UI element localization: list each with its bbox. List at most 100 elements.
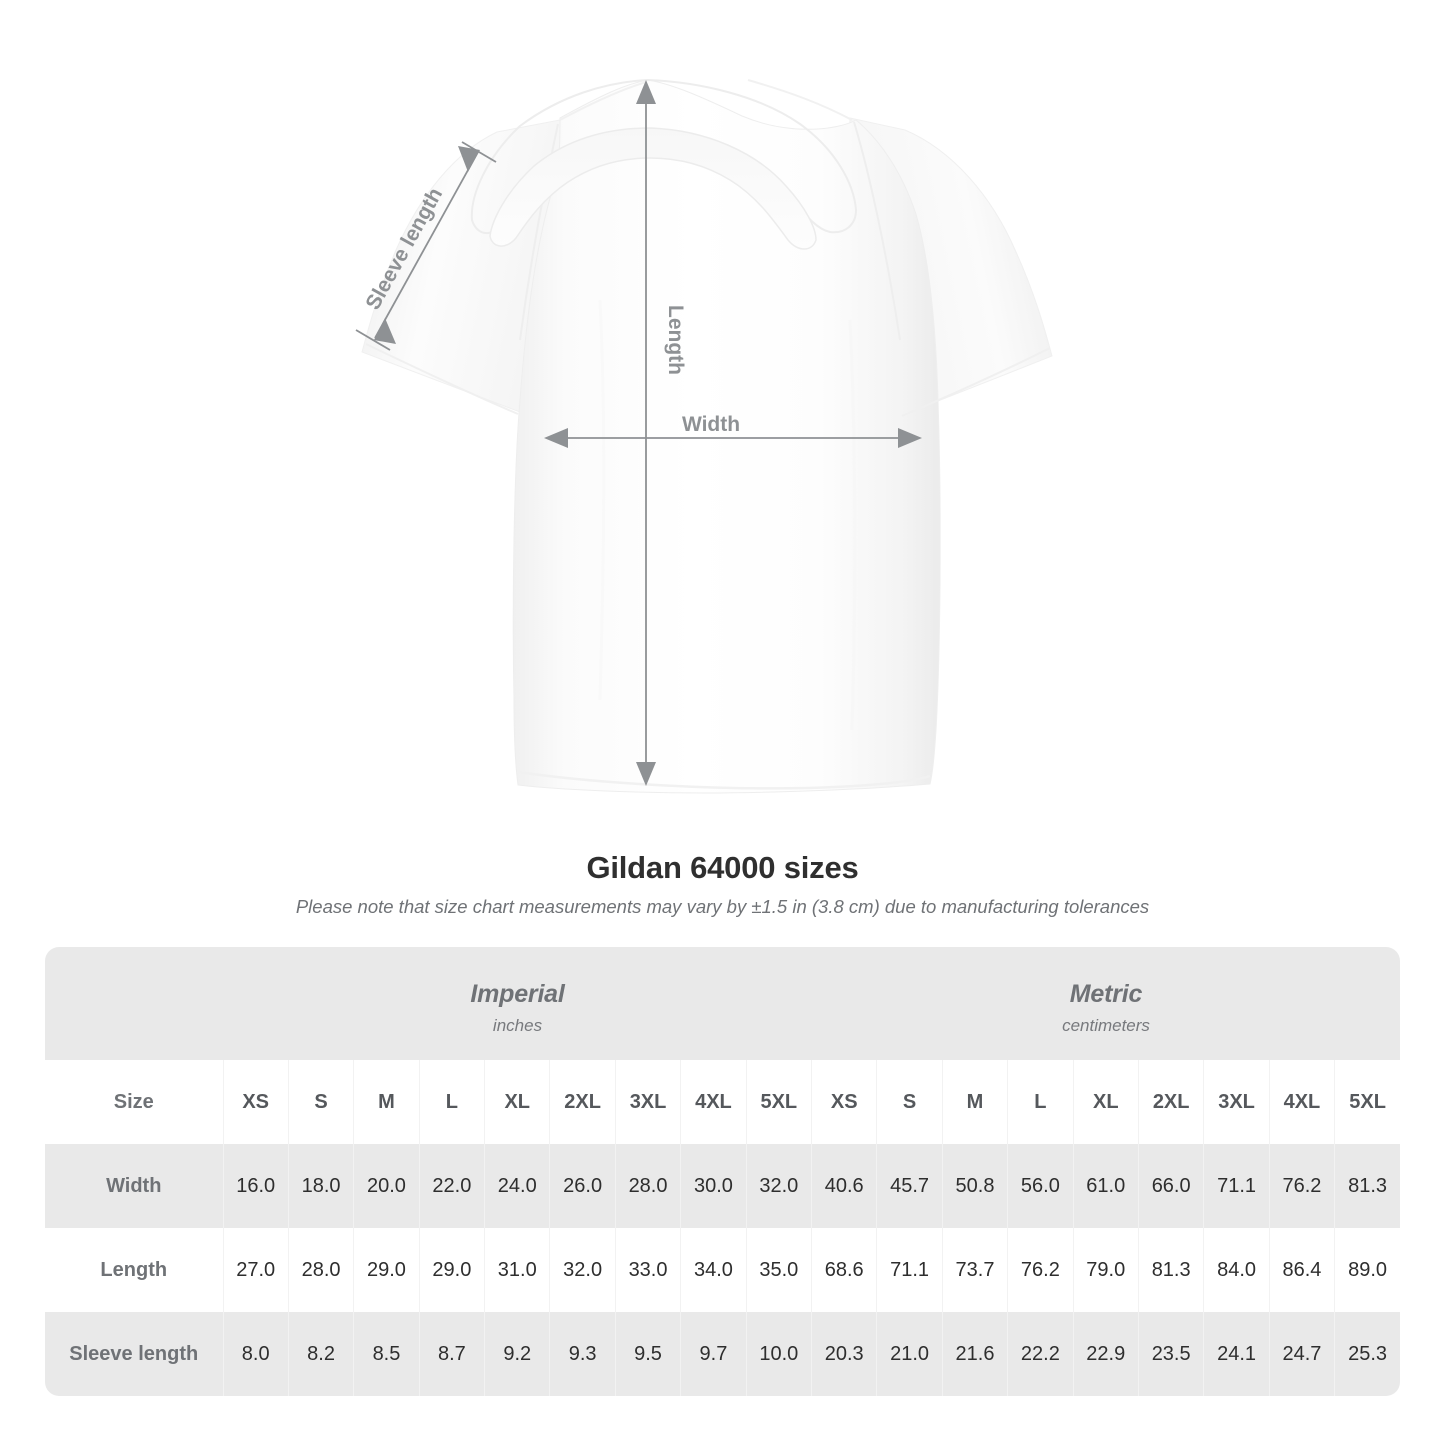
size-header-metric-2xl: 2XL: [1138, 1060, 1205, 1144]
imperial-label: Imperial: [470, 979, 565, 1008]
measurement-cell: 81.3: [1138, 1228, 1205, 1312]
shirt-body: [512, 79, 941, 794]
measurement-value: 22.2: [1020, 1342, 1060, 1365]
measurement-value: 23.5: [1151, 1342, 1191, 1365]
size-header-label: Size: [113, 1090, 154, 1113]
size-name: XL: [504, 1090, 531, 1113]
measurement-cell: 20.3: [811, 1312, 878, 1396]
unit-banner-spacer: [45, 947, 223, 1060]
measurement-cell: 40.6: [811, 1144, 878, 1228]
measurement-value: 84.0: [1217, 1258, 1257, 1281]
measurement-cell: 28.0: [615, 1144, 682, 1228]
measurement-value: 26.0: [563, 1174, 603, 1197]
measurement-value: 68.6: [824, 1258, 864, 1281]
measurement-cell: 27.0: [223, 1228, 289, 1312]
measurement-cell: 21.0: [876, 1312, 943, 1396]
size-header-imperial-m: M: [353, 1060, 420, 1144]
table-row: Length 27.0 28.0 29.0 29.0 31.0 32.0 33.0 34.0 35…: [45, 1228, 1401, 1312]
measurement-value: 22.0: [432, 1174, 472, 1197]
size-header-metric-xl: XL: [1073, 1060, 1139, 1144]
sleeve-arrowhead-bottom: [374, 318, 396, 344]
size-name: XL: [1092, 1090, 1119, 1113]
measurement-cell: 29.0: [353, 1228, 420, 1312]
measurement-value: 79.0: [1086, 1258, 1126, 1281]
length-arrowhead-top: [636, 80, 656, 104]
measurement-cell: 71.1: [876, 1228, 943, 1312]
measurement-value: 16.0: [236, 1174, 276, 1197]
measurement-value: 35.0: [759, 1258, 799, 1281]
size-header-metric-m: M: [942, 1060, 1009, 1144]
length-label: Length: [664, 305, 687, 375]
measurement-cell: 21.6: [942, 1312, 1009, 1396]
size-header-metric-l: L: [1007, 1060, 1074, 1144]
size-name: S: [314, 1090, 328, 1113]
measurement-value: 8.0: [241, 1342, 270, 1365]
sleeve-length-arrow-line: [374, 151, 479, 339]
measurement-value: 50.8: [955, 1174, 995, 1197]
measurement-cell: 61.0: [1073, 1144, 1139, 1228]
measurement-value: 24.7: [1282, 1342, 1322, 1365]
size-name: XS: [242, 1090, 270, 1113]
measurement-cell: 45.7: [876, 1144, 943, 1228]
measurement-value: 20.3: [824, 1342, 864, 1365]
measurement-value: 29.0: [432, 1258, 472, 1281]
measurement-cell: 35.0: [746, 1228, 813, 1312]
size-name: S: [902, 1090, 917, 1113]
size-table: Size XS S M L XL 2XL 3XL 4XL 5XL XS S M L XL 2XL 3XL 4XL 5…: [45, 1060, 1401, 1396]
measurement-cell: 68.6: [811, 1228, 878, 1312]
size-header-imperial-l: L: [419, 1060, 486, 1144]
measurement-cell: 22.9: [1073, 1312, 1139, 1396]
measurement-value: 71.1: [1217, 1174, 1257, 1197]
measurement-cell: 32.0: [746, 1144, 813, 1228]
measurement-cell: 9.2: [484, 1312, 551, 1396]
measurement-value: 10.0: [759, 1342, 799, 1365]
sleeve-cap-top: [461, 141, 497, 163]
measurement-cell: 9.3: [549, 1312, 616, 1396]
collar-ribbing: [489, 127, 817, 250]
size-name: 5XL: [760, 1090, 798, 1113]
measurement-value: 22.9: [1086, 1342, 1126, 1365]
measurement-cell: 9.5: [615, 1312, 682, 1396]
measurement-cell: 24.0: [484, 1144, 551, 1228]
measurement-value: 25.3: [1348, 1342, 1388, 1365]
measurement-value: 56.0: [1020, 1174, 1060, 1197]
measurement-cell: 24.7: [1269, 1312, 1336, 1396]
imperial-unit-block: Imperial inches: [223, 947, 812, 1060]
measurement-value: 66.0: [1151, 1174, 1191, 1197]
measurement-value: 81.3: [1151, 1258, 1191, 1281]
metric-sublabel: centimeters: [1062, 1015, 1150, 1035]
size-name: 2XL: [1152, 1090, 1190, 1113]
size-header-imperial-2xl: 2XL: [549, 1060, 616, 1144]
measurement-value: 71.1: [890, 1258, 930, 1281]
metric-unit-block: Metric centimeters: [812, 947, 1400, 1060]
measurement-value: 29.0: [367, 1258, 406, 1281]
width-arrowhead-right: [898, 428, 922, 448]
measurement-name: Width: [106, 1174, 162, 1197]
measurement-cell: 31.0: [484, 1228, 551, 1312]
measurement-cell: 22.2: [1007, 1312, 1074, 1396]
size-header-cell: Size: [45, 1060, 224, 1144]
sleeve-arrowhead-top: [458, 146, 480, 172]
measurement-name: Sleeve length: [69, 1342, 199, 1365]
measurement-value: 8.7: [437, 1342, 466, 1365]
measurement-cell: 73.7: [942, 1228, 1009, 1312]
right-sleeve-hem: [901, 347, 1051, 417]
measurement-value: 8.5: [372, 1342, 401, 1365]
measurement-cell: 8.5: [353, 1312, 420, 1396]
measurement-cell: 8.2: [288, 1312, 355, 1396]
measurement-value: 76.2: [1020, 1258, 1060, 1281]
size-name: 3XL: [629, 1090, 667, 1113]
fabric-fold: [848, 319, 857, 731]
right-armhole-seam: [853, 121, 901, 341]
measurement-cell: 50.8: [942, 1144, 1009, 1228]
measurement-cell: 26.0: [549, 1144, 616, 1228]
measurement-cell: 66.0: [1138, 1144, 1205, 1228]
fabric-fold: [598, 299, 606, 701]
measurement-value: 9.7: [699, 1342, 728, 1365]
tolerance-note: Please note that size chart measurements…: [295, 896, 1150, 917]
size-name: L: [445, 1090, 458, 1113]
size-header-metric-3xl: 3XL: [1203, 1060, 1270, 1144]
measurement-cell: 9.7: [680, 1312, 747, 1396]
size-header-imperial-xl: XL: [484, 1060, 551, 1144]
